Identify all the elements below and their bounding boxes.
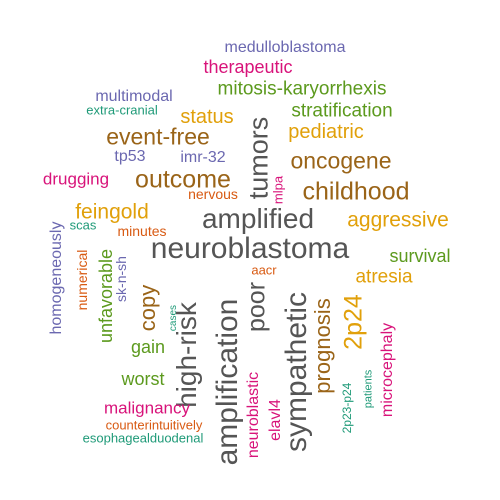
word-homogeneously: homogeneously <box>48 221 65 335</box>
word-worst: worst <box>121 369 165 389</box>
word-aacr: aacr <box>251 262 277 278</box>
word-status: status <box>180 106 234 128</box>
word-2p24: 2p24 <box>339 294 368 350</box>
word-gain: gain <box>130 337 166 357</box>
word-malignancy: malignancy <box>104 398 190 418</box>
word-medulloblastoma: medulloblastoma <box>224 39 346 56</box>
word-imr-32: imr-32 <box>180 149 226 166</box>
word-oncogene: oncogene <box>290 147 392 174</box>
word-minutes: minutes <box>117 223 167 239</box>
word-therapeutic: therapeutic <box>203 57 293 77</box>
word-sk-n-sh: sk-n-sh <box>113 256 129 302</box>
word-childhood: childhood <box>302 177 410 206</box>
word-sympathetic: sympathetic <box>280 291 313 453</box>
word-copy: copy <box>135 284 160 332</box>
word-atresia: atresia <box>355 266 413 288</box>
word-cases: cases <box>168 304 179 332</box>
word-multimodal: multimodal <box>95 88 173 105</box>
word-outcome: outcome <box>135 165 231 194</box>
word-feingold: feingold <box>75 200 149 224</box>
word-extra-cranial: extra-cranial <box>86 102 158 118</box>
word-drugging: drugging <box>42 169 110 189</box>
word-esophagealduodenal: esophagealduodenal <box>82 430 204 446</box>
word-prognosis: prognosis <box>310 298 335 394</box>
word-patients: patients <box>362 369 375 409</box>
word-elavl4: elavl4 <box>267 399 284 441</box>
word-survival: survival <box>389 246 451 266</box>
word-neuroblastoma: neuroblastoma <box>150 232 350 265</box>
word-nervous: nervous <box>188 186 238 202</box>
word-neuroblastic: neuroblastic <box>245 371 262 459</box>
word-2p23-p24: 2p23-p24 <box>340 382 354 434</box>
word-event-free: event-free <box>106 123 210 150</box>
word-pediatric: pediatric <box>288 121 364 143</box>
word-tumors: tumors <box>243 116 274 200</box>
word-microcephaly: microcephaly <box>379 322 396 418</box>
word-tp53: tp53 <box>114 148 146 165</box>
word-mitosis-karyorrhexis: mitosis-karyorrhexis <box>217 78 387 100</box>
word-stratification: stratification <box>291 100 393 122</box>
word-aggressive: aggressive <box>347 208 449 232</box>
word-numerical: numerical <box>74 249 90 311</box>
word-counterintuitively: counterintuitively <box>105 417 203 433</box>
word-amplified: amplified <box>201 203 315 234</box>
word-mlpa: mlpa <box>270 175 286 205</box>
word-scas: scas <box>69 217 97 233</box>
word-amplification: amplification <box>211 298 244 466</box>
word-poor: poor <box>242 281 271 333</box>
